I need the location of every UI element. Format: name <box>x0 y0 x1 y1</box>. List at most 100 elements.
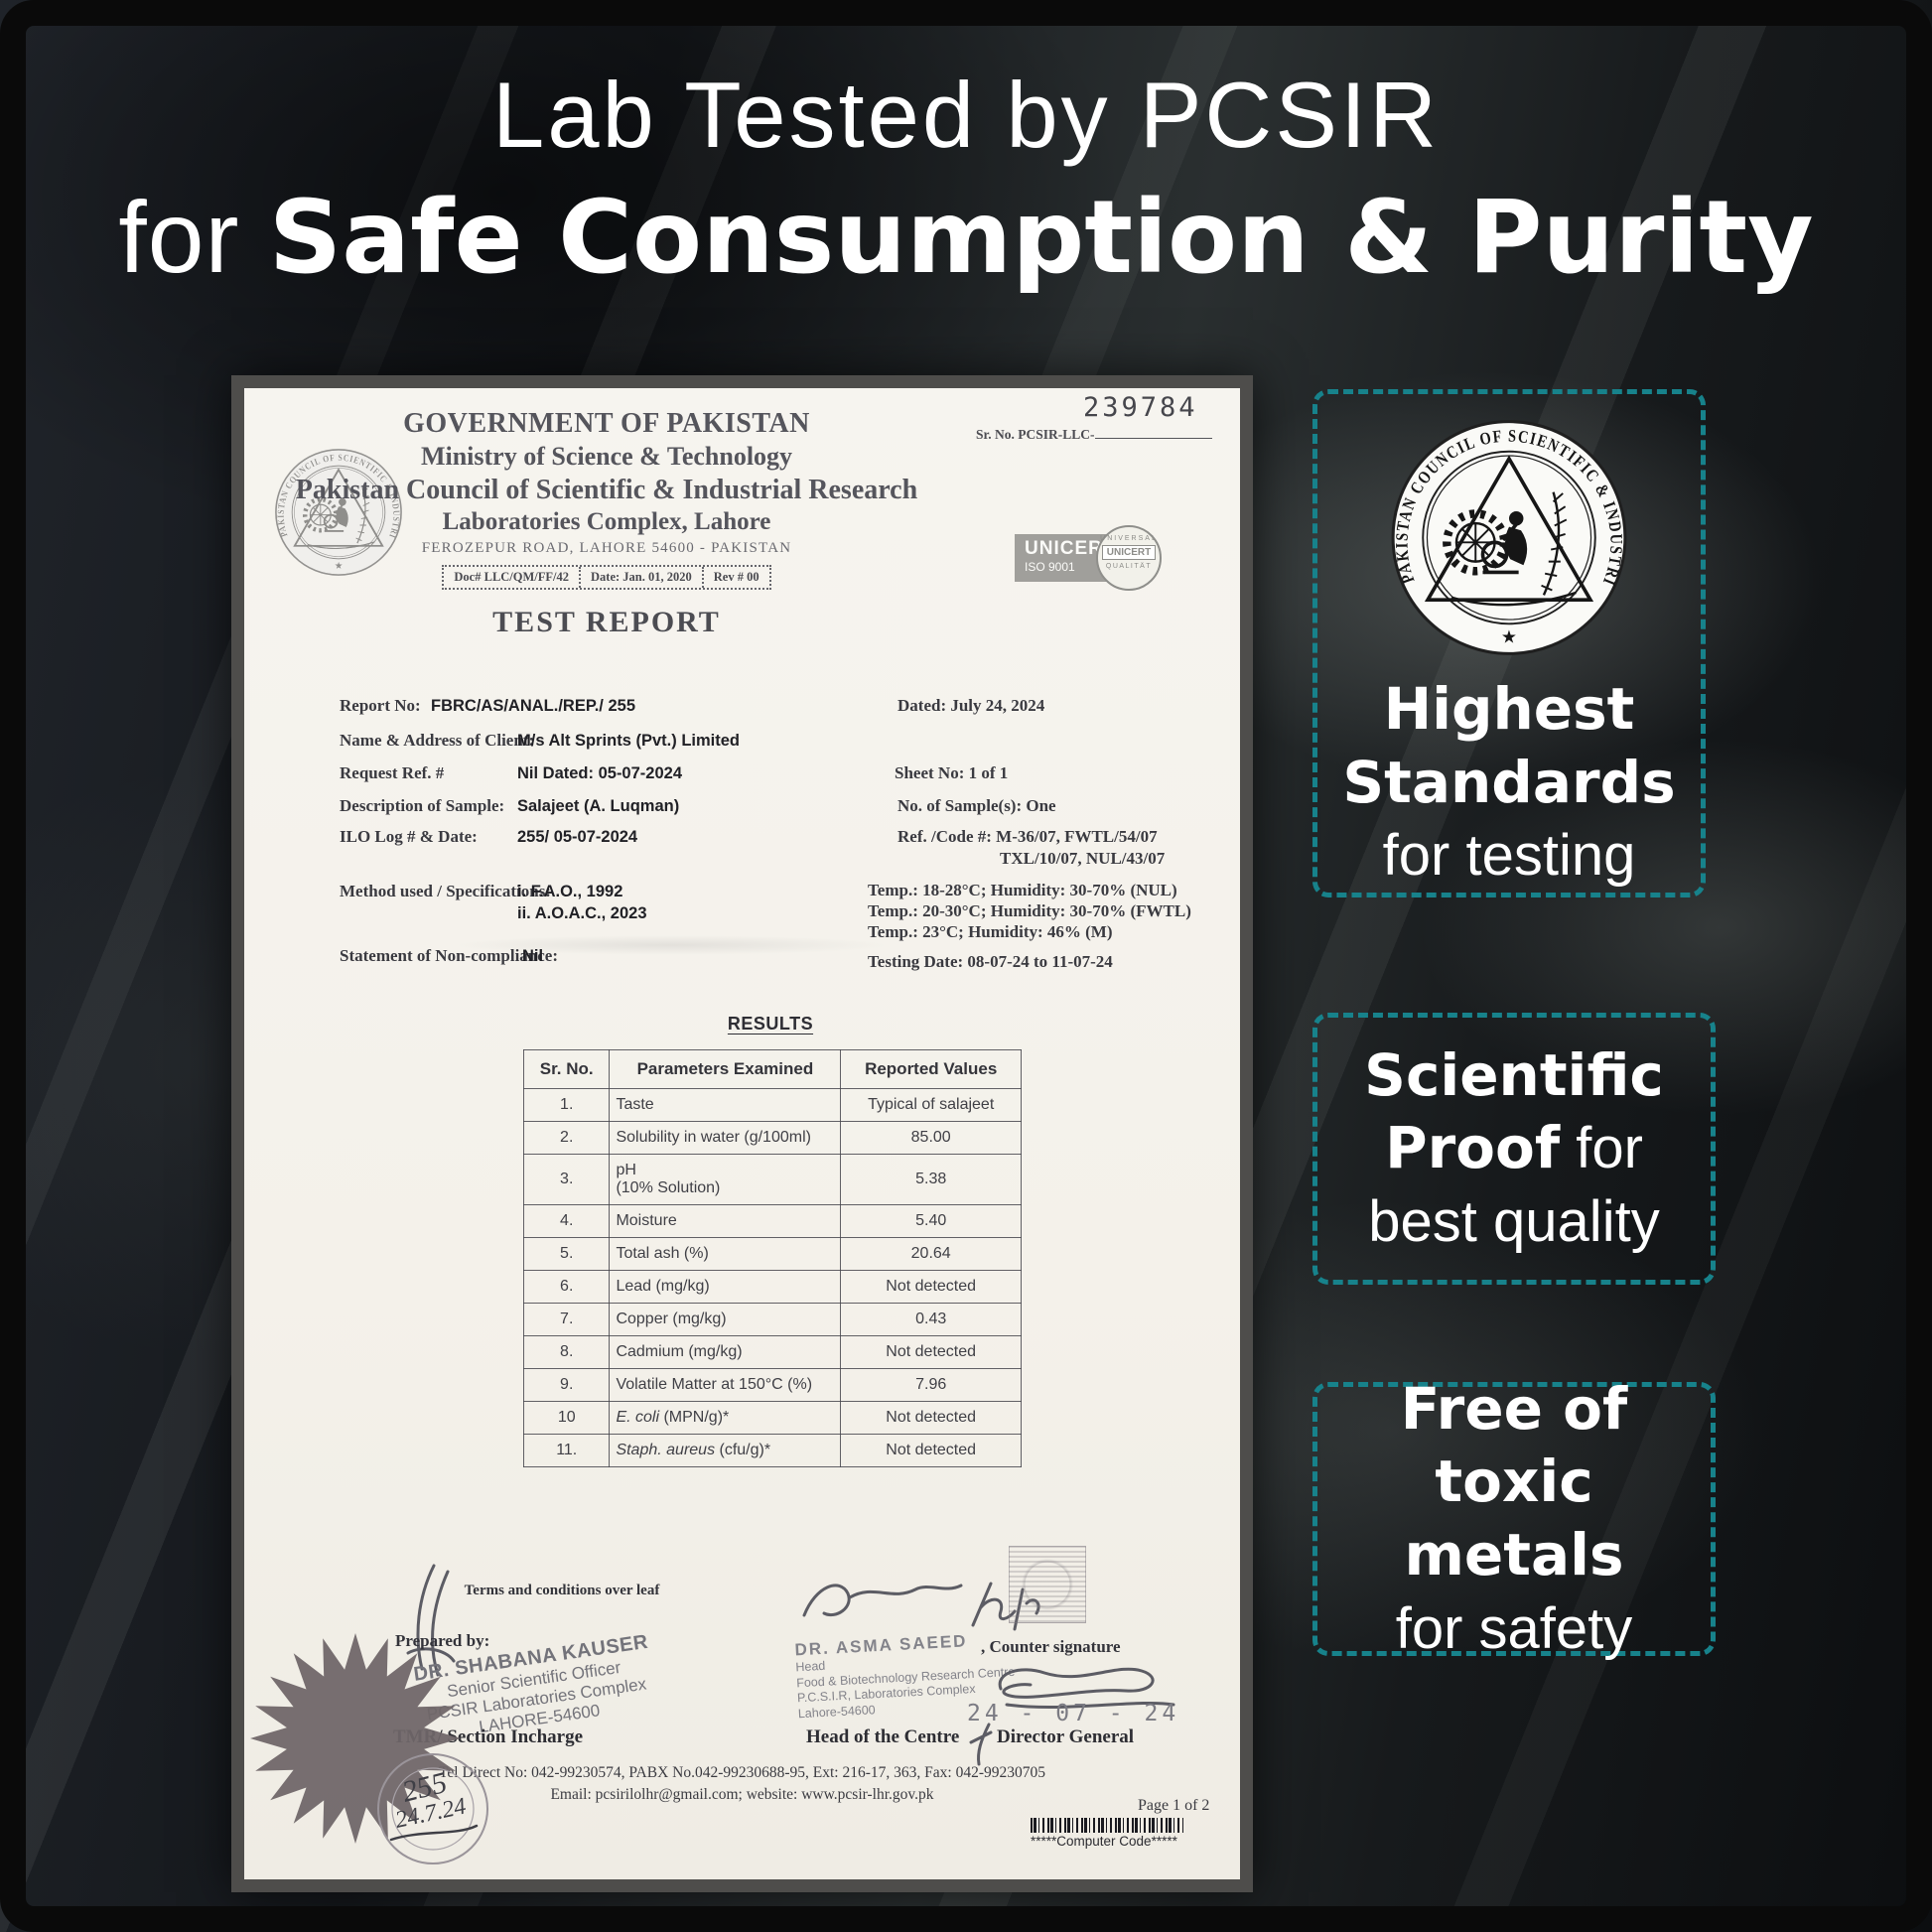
table-header-row: Sr. No. Parameters Examined Reported Val… <box>522 1049 1022 1089</box>
cell-sr: 11. <box>522 1434 611 1467</box>
sample-value: Salajeet (A. Luqman) <box>517 797 680 815</box>
cell-param: Moisture <box>609 1204 842 1238</box>
badge-line: Standards <box>1342 748 1676 816</box>
prepared-by-label: Prepared by: <box>395 1631 490 1650</box>
sheet-no-value: Sheet No: 1 of 1 <box>895 763 1009 782</box>
method-value-2: ii. A.O.A.C., 2023 <box>517 904 647 922</box>
badge-line: Proof for <box>1385 1114 1643 1182</box>
cell-value: Not detected <box>840 1270 1022 1304</box>
table-row: 8. Cadmium (mg/kg) Not detected <box>522 1335 1022 1369</box>
sr-no-label: Sr. No. PCSIR-LLC- <box>976 427 1095 442</box>
table-row: 9. Volatile Matter at 150°C (%) 7.96 <box>522 1368 1022 1402</box>
cell-value: Not detected <box>840 1335 1022 1369</box>
doc-header-line1: GOVERNMENT OF PAKISTAN <box>403 408 810 439</box>
badge-scientific-proof: Scientific Proof for best quality <box>1312 1013 1716 1285</box>
badge-line: for safety <box>1395 1595 1633 1661</box>
emboss-stamp-icon <box>1009 1546 1086 1623</box>
unicert-iso: ISO 9001 <box>1025 560 1075 574</box>
client-value: M/s Alt Sprints (Pvt.) Limited <box>517 732 740 750</box>
headline-line2-prefix: for <box>118 181 269 294</box>
doc-header-line3: Pakistan Council of Scientific & Industr… <box>295 475 918 505</box>
ilo-log-label: ILO Log # & Date: <box>340 827 478 846</box>
cell-sr: 8. <box>522 1335 611 1369</box>
badge-highest-standards: Highest Standards for testing <box>1312 389 1706 897</box>
badge-free-of-toxic-metals: Free of toxic metals for safety <box>1312 1375 1716 1661</box>
cell-value: 7.96 <box>840 1368 1022 1402</box>
temp-line-2: Temp.: 20-30°C; Humidity: 30-70% (FWTL) <box>868 901 1191 920</box>
dated-value: Dated: July 24, 2024 <box>897 696 1045 715</box>
role-head-of-centre: Head of the Centre <box>806 1726 960 1747</box>
cell-sr: 6. <box>522 1270 611 1304</box>
cell-param: Solubility in water (g/100ml) <box>609 1121 842 1155</box>
table-row: 5. Total ash (%) 20.64 <box>522 1237 1022 1271</box>
ref-code-value: Ref. /Code #: M-36/07, FWTL/54/07 <box>897 827 1158 846</box>
footer-contact-line: Tel Direct No: 042-99230574, PABX No.042… <box>439 1764 1045 1781</box>
badge-line: Free of <box>1400 1374 1628 1443</box>
pcsir-logo-icon <box>1376 418 1642 657</box>
barcode-icon <box>1031 1818 1183 1833</box>
badge-line: toxic metals <box>1404 1448 1624 1588</box>
table-row: 2. Solubility in water (g/100ml) 85.00 <box>522 1121 1022 1155</box>
footer-email-line: Email: pcsirilolhr@gmail.com; website: w… <box>550 1786 934 1803</box>
col-reported-values: Reported Values <box>840 1049 1022 1089</box>
report-title: TEST REPORT <box>492 606 721 638</box>
cell-sr: 3. <box>522 1154 611 1205</box>
cell-sr: 1. <box>522 1088 611 1122</box>
starburst-seal-icon: 255 24.7.24 <box>250 1633 488 1864</box>
page-number: Page 1 of 2 <box>1138 1797 1210 1814</box>
table-row: 4. Moisture 5.40 <box>522 1204 1022 1238</box>
cell-param: Total ash (%) <box>609 1237 842 1271</box>
headline-line2: for Safe Consumption & Purity <box>0 179 1932 297</box>
request-ref-value: Nil Dated: 05-07-2024 <box>517 764 682 782</box>
headline-line1: Lab Tested by PCSIR <box>492 63 1440 167</box>
request-ref-label: Request Ref. # <box>340 763 445 782</box>
cell-value: 85.00 <box>840 1121 1022 1155</box>
cell-param: Lead (mg/kg) <box>609 1270 842 1304</box>
samples-count-value: No. of Sample(s): One <box>897 796 1056 815</box>
results-table: Sr. No. Parameters Examined Reported Val… <box>522 1049 1022 1467</box>
doc-control-box: Doc# LLC/QM/FF/42 Date: Jan. 01, 2020 Re… <box>442 565 771 590</box>
signature-icon-prepared <box>406 1564 456 1677</box>
cell-param: pH (10% Solution) <box>609 1154 842 1205</box>
unicert-name: UNICERT <box>1025 538 1116 559</box>
sr-no-line: Sr. No. PCSIR-LLC- <box>976 426 1212 443</box>
cell-sr: 4. <box>522 1204 611 1238</box>
unicert-seal-mid: UNICERT <box>1101 545 1157 560</box>
client-label: Name & Address of Client: <box>340 731 535 750</box>
computer-code-label: *****Computer Code***** <box>1031 1834 1177 1849</box>
table-row: 6. Lead (mg/kg) Not detected <box>522 1270 1022 1304</box>
cell-param: Volatile Matter at 150°C (%) <box>609 1368 842 1402</box>
cell-param: E. coli (MPN/g)* <box>609 1401 842 1435</box>
doc-header-address: FEROZEPUR ROAD, LAHORE 54600 - PAKISTAN <box>421 540 792 556</box>
cell-sr: 5. <box>522 1237 611 1271</box>
cell-param: Taste <box>609 1088 842 1122</box>
doc-revision: Rev # 00 <box>701 567 769 588</box>
badge-line: Highest <box>1383 675 1635 744</box>
temp-line-3: Temp.: 23°C; Humidity: 46% (M) <box>868 922 1113 941</box>
sr-no-blank <box>1094 426 1212 439</box>
doc-date: Date: Jan. 01, 2020 <box>579 567 702 588</box>
cell-value: Typical of salajeet <box>840 1088 1022 1122</box>
doc-header-line2: Ministry of Science & Technology <box>420 442 793 471</box>
cell-value: Not detected <box>840 1401 1022 1435</box>
cell-sr: 7. <box>522 1303 611 1336</box>
cell-sr: 9. <box>522 1368 611 1402</box>
cell-value: 5.40 <box>840 1204 1022 1238</box>
col-parameters: Parameters Examined <box>609 1049 842 1089</box>
report-no-value: FBRC/AS/ANAL./REP./ 255 <box>431 697 635 715</box>
serial-number: 239784 <box>1083 392 1198 423</box>
cell-sr: 2. <box>522 1121 611 1155</box>
document-header: GOVERNMENT OF PAKISTAN Ministry of Scien… <box>259 408 954 639</box>
unicert-seal-icon: UNIVERSAL UNICERT QUALITÄT <box>1096 525 1162 591</box>
report-no-label: Report No: <box>340 696 421 715</box>
counter-date-stamp: 24 - 07 - 24 <box>967 1701 1180 1726</box>
doc-header-line4: Laboratories Complex, Lahore <box>442 508 771 535</box>
table-row: 7. Copper (mg/kg) 0.43 <box>522 1303 1022 1336</box>
table-row: 1. Taste Typical of salajeet <box>522 1088 1022 1122</box>
cell-value: 5.38 <box>840 1154 1022 1205</box>
terms-note: Terms and conditions over leaf <box>464 1583 660 1598</box>
table-row: 11. Staph. aureus (cfu/g)* Not detected <box>522 1434 1022 1467</box>
cell-param: Cadmium (mg/kg) <box>609 1335 842 1369</box>
counter-signature-label: , Counter signature <box>981 1637 1121 1656</box>
unicert-seal-top: UNIVERSAL <box>1100 535 1158 542</box>
